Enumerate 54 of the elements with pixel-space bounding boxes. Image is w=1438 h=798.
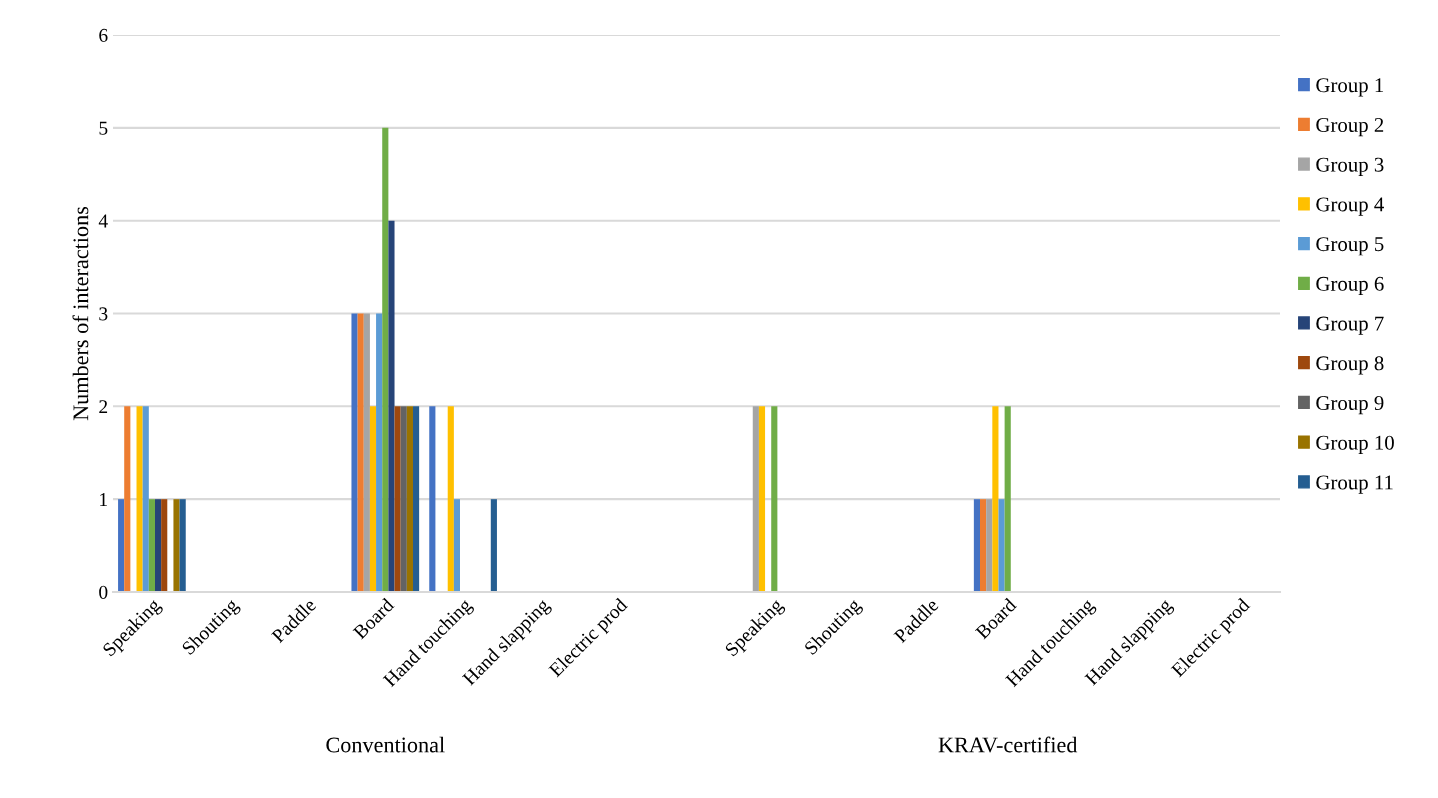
bar [136, 406, 143, 592]
bar [998, 499, 1005, 592]
bar [161, 499, 168, 592]
bar [351, 313, 358, 592]
bar [1004, 406, 1011, 592]
legend-label: Group 10 [1316, 435, 1394, 454]
bar [980, 499, 987, 592]
legend-label: Group 4 [1316, 197, 1384, 216]
bar [142, 406, 149, 592]
legend-label: Group 3 [1316, 157, 1384, 176]
bar [382, 127, 389, 592]
bar [357, 313, 364, 592]
legend-label: Group 1 [1316, 78, 1384, 97]
bar [376, 313, 383, 592]
bar [986, 499, 993, 592]
y-tick-label: 3 [99, 307, 108, 321]
legend-label: Group 5 [1316, 237, 1384, 256]
bar [388, 220, 395, 592]
legend-label: Group 6 [1316, 276, 1384, 296]
legend-label: Group 7 [1316, 316, 1384, 335]
bar [429, 406, 436, 592]
bar [179, 499, 186, 592]
bar [758, 406, 766, 592]
y-tick-label: 6 [99, 28, 108, 42]
bar [412, 406, 420, 592]
bar [118, 499, 125, 592]
bar [406, 406, 413, 592]
bar [453, 499, 461, 592]
bar [154, 499, 162, 592]
bar [771, 406, 778, 592]
legend-label: Group 9 [1316, 396, 1384, 415]
bar [992, 406, 999, 592]
text: Conventional [326, 736, 445, 753]
y-tick-label: 1 [100, 493, 107, 506]
bar [369, 406, 377, 592]
y-axis-title: Numbers of interactions [72, 206, 89, 421]
bar [447, 406, 454, 592]
bar [752, 406, 759, 592]
legend-label: Group 2 [1316, 117, 1384, 137]
y-tick-label: 4 [98, 214, 108, 228]
bar [394, 406, 401, 592]
bar [363, 313, 370, 592]
y-tick-label: 2 [99, 400, 108, 414]
bar [148, 499, 155, 592]
legend-label: Group 11 [1316, 475, 1393, 494]
text: KRAV-certified [938, 736, 1078, 753]
bar [173, 499, 180, 592]
bar [400, 406, 407, 592]
y-tick-label: 5 [99, 121, 108, 135]
bar [124, 406, 131, 592]
bar [973, 499, 981, 592]
legend-label: Group 8 [1316, 356, 1384, 375]
y-tick-label: 0 [99, 585, 108, 599]
bar [490, 499, 497, 592]
